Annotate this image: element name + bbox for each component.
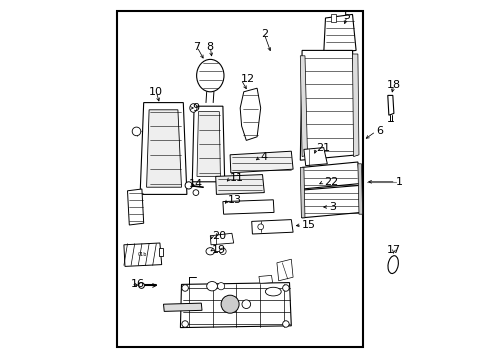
Ellipse shape <box>139 283 144 288</box>
Polygon shape <box>123 243 162 266</box>
Ellipse shape <box>242 300 250 309</box>
Text: 21: 21 <box>316 143 330 153</box>
Polygon shape <box>197 112 220 176</box>
Polygon shape <box>276 259 292 281</box>
Polygon shape <box>146 110 181 187</box>
Ellipse shape <box>282 285 288 291</box>
Text: 6: 6 <box>375 126 382 136</box>
Polygon shape <box>387 95 393 115</box>
Text: 2: 2 <box>260 29 267 39</box>
Polygon shape <box>300 167 305 218</box>
Polygon shape <box>180 283 291 328</box>
Polygon shape <box>192 106 224 182</box>
Ellipse shape <box>265 287 281 296</box>
Ellipse shape <box>387 256 398 274</box>
Text: 7: 7 <box>193 42 200 52</box>
Ellipse shape <box>193 190 199 195</box>
Polygon shape <box>223 200 273 214</box>
Text: 9: 9 <box>192 103 199 113</box>
Text: 17: 17 <box>386 245 400 255</box>
Ellipse shape <box>185 182 192 189</box>
Ellipse shape <box>221 295 239 313</box>
Text: 8: 8 <box>206 42 213 52</box>
Polygon shape <box>127 189 143 225</box>
Ellipse shape <box>206 282 217 291</box>
Polygon shape <box>302 185 361 218</box>
Text: 12: 12 <box>241 74 255 84</box>
Text: 20: 20 <box>212 231 226 241</box>
Polygon shape <box>357 164 362 214</box>
Ellipse shape <box>282 321 288 327</box>
Text: 18: 18 <box>386 80 400 90</box>
Polygon shape <box>300 56 307 157</box>
Text: 4: 4 <box>260 152 267 162</box>
Polygon shape <box>210 233 233 245</box>
Polygon shape <box>230 151 292 173</box>
Polygon shape <box>140 103 186 194</box>
Text: 14: 14 <box>188 179 203 189</box>
Ellipse shape <box>132 127 141 136</box>
Polygon shape <box>303 148 326 166</box>
Ellipse shape <box>182 285 188 291</box>
Ellipse shape <box>196 59 224 92</box>
Polygon shape <box>215 175 264 194</box>
Text: 13: 13 <box>228 195 242 205</box>
Text: 22: 22 <box>323 177 337 187</box>
Polygon shape <box>330 14 336 22</box>
Ellipse shape <box>189 104 197 112</box>
Bar <box>159 248 163 256</box>
Ellipse shape <box>219 248 225 255</box>
Ellipse shape <box>257 224 263 230</box>
Text: 11: 11 <box>230 173 244 183</box>
Text: 1: 1 <box>395 177 402 187</box>
Ellipse shape <box>217 283 224 290</box>
Text: 5: 5 <box>343 11 350 21</box>
Text: 3: 3 <box>328 202 335 212</box>
Ellipse shape <box>182 321 188 327</box>
Polygon shape <box>163 303 202 311</box>
Text: 16: 16 <box>131 279 145 289</box>
Polygon shape <box>300 50 357 160</box>
Polygon shape <box>240 88 260 140</box>
Polygon shape <box>251 220 292 234</box>
Ellipse shape <box>205 248 214 255</box>
Text: 10: 10 <box>149 87 163 97</box>
Text: 01b: 01b <box>137 252 146 257</box>
Bar <box>117 11 363 347</box>
Polygon shape <box>323 14 355 54</box>
Text: 15: 15 <box>302 220 315 230</box>
Polygon shape <box>258 275 272 283</box>
Text: 19: 19 <box>212 245 226 255</box>
Polygon shape <box>302 162 359 189</box>
Polygon shape <box>352 54 358 157</box>
